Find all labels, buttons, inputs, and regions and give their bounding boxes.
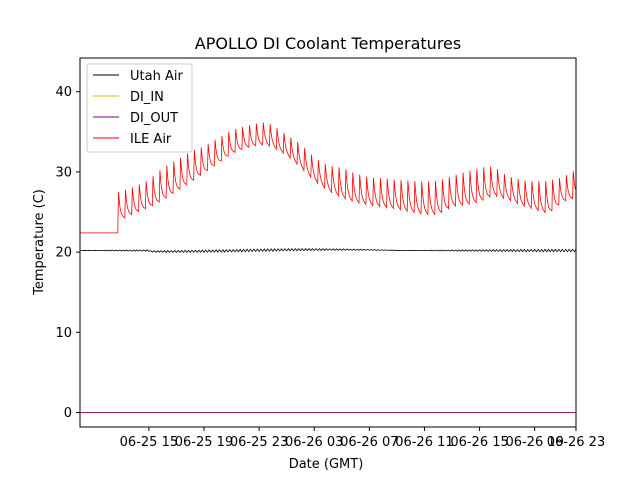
y-tick-label: 30 — [55, 165, 72, 180]
legend-label: DI_OUT — [130, 111, 178, 126]
x-tick-label: 06-25 15 — [120, 435, 178, 450]
series-line-utah-air — [79, 248, 577, 254]
legend: Utah Air DI_IN DI_OUT ILE Air — [86, 63, 193, 153]
series-line-ile-air — [80, 122, 576, 234]
x-tick-label: 06-26 23 — [547, 435, 605, 450]
y-axis-ticks: 0 10 20 30 40 — [55, 85, 80, 421]
x-tick-label: 06-25 19 — [175, 435, 233, 450]
x-axis-title: Date (GMT) — [289, 457, 364, 472]
y-tick-label: 0 — [64, 406, 72, 421]
x-tick-label: 06-26 11 — [395, 435, 453, 450]
plot-series — [79, 122, 577, 413]
x-tick-label: 06-26 15 — [450, 435, 508, 450]
plot-frame — [79, 57, 577, 428]
legend-label: DI_IN — [130, 90, 164, 105]
x-tick-label: 06-26 07 — [340, 435, 398, 450]
x-tick-label: 06-26 03 — [285, 435, 343, 450]
y-tick-label: 20 — [55, 246, 72, 261]
x-tick-label: 06-26 19 — [505, 435, 563, 450]
y-axis-title: Temperature (C) — [32, 189, 47, 296]
legend-box — [86, 63, 193, 153]
legend-label: Utah Air — [130, 69, 183, 84]
x-tick-label: 06-25 23 — [230, 435, 288, 450]
chart-title: APOLLO DI Coolant Temperatures — [195, 34, 461, 53]
legend-label: ILE Air — [130, 132, 172, 147]
y-tick-label: 10 — [55, 326, 72, 341]
y-tick-label: 40 — [55, 85, 72, 100]
